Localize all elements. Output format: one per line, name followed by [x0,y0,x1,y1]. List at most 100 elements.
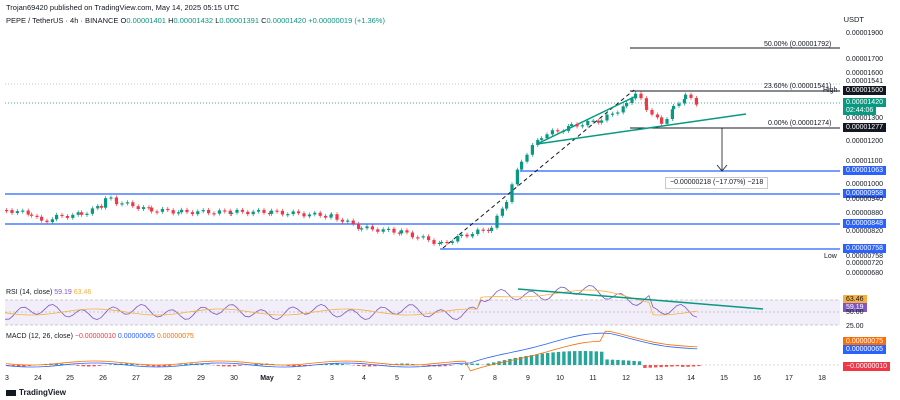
macd-bar [178,364,183,365]
time-axis-label: 7 [460,375,464,382]
high-tag: High [823,87,838,94]
macd-bar [524,356,528,365]
macd-bar [216,365,220,366]
candle [185,209,189,213]
candle [545,134,549,139]
open-value: 0.00001401 [126,16,166,25]
macd-bar [124,363,129,365]
logo-icon [6,389,16,396]
macd-bar [573,351,577,365]
macd-bar [583,351,588,365]
fib-trend-dashed-line [442,89,635,249]
macd-bar [600,351,604,365]
price-label: 0.00001700 [846,56,883,63]
time-axis-label: 17 [785,375,793,382]
time-axis-label: 30 [230,375,238,382]
fib-236-label: 23.60% (0.00001541) [764,83,832,90]
candle [240,209,244,212]
price-badge-1063: 0.00001063 [843,166,886,175]
macd-bar [627,360,631,365]
currency-label[interactable]: USDT [843,15,864,24]
price-badge-958: 0.00000958 [843,189,886,198]
time-axis-label: 5 [395,375,399,382]
rsi-label: RSI (14, close) [6,289,53,296]
candle [171,210,175,214]
candle [476,229,480,235]
macd-bar [556,351,561,365]
candle [410,232,414,238]
price-label: 0.00001600 [846,70,883,77]
candle [392,228,396,233]
time-axis-label: 14 [687,375,695,382]
candle [450,241,454,243]
price-label: 0.00001100 [846,158,883,165]
candle [190,212,194,215]
high-label: H [168,16,174,25]
candle [125,202,129,204]
candle [297,211,301,214]
candle [302,213,306,217]
rsi-badge-bottom: 59.19 [843,303,867,312]
candlestick-series [5,91,698,247]
macd-bar [357,365,361,366]
candle [330,214,334,216]
candle [630,98,634,104]
candle [313,212,317,215]
signal-value: 0.00000075 [156,333,194,340]
macd-bar [362,365,366,367]
macd-bar [438,365,442,367]
change-value: +0.00000019 (+1.36%) [308,16,385,25]
candle [684,94,688,100]
time-axis-label: 13 [655,375,663,382]
candle [275,210,279,212]
rsi-level-50: 50.00 [846,309,864,316]
candle [470,234,474,237]
candle [217,210,221,214]
fib-50-label: 50.00% (0.00001792) [764,41,832,48]
candle [357,223,361,229]
macd-bar [286,365,291,366]
macd-bar [610,359,615,365]
macd-bar [513,357,517,365]
time-axis-label: 25 [66,375,74,382]
rsi-badge-top: 63.46 [843,295,867,304]
candle [280,210,284,215]
candle [291,211,295,215]
macd-bar [76,365,80,366]
time-axis-label: May [260,375,274,382]
candle [65,216,69,218]
candle [131,202,135,207]
time-axis-label: 18 [818,375,826,382]
symbol-ohlc-row: PEPE / TetherUS · 4h · BINANCE O0.000014… [6,16,385,25]
macd-badge-a: 0.00000075 [843,337,886,346]
candle [318,212,322,216]
macd-histogram [6,351,701,368]
price-label: 0.00001300 [846,115,883,122]
price-badge-848: 0.00000848 [843,219,886,228]
macd-bar [60,363,64,365]
candle [487,229,491,232]
candle [80,212,84,215]
time-axis-label: 24 [34,375,42,382]
low-value: 0.00000758 [846,253,883,260]
triangle-upper-line [536,96,635,145]
candle [670,109,674,119]
candle [427,236,431,241]
price-label: 0.00000940 [846,196,883,203]
time-axis-label: 27 [132,375,140,382]
candle [109,197,113,199]
macd-bar [459,364,463,365]
macd-bar [519,356,523,365]
macd-bar [632,360,636,365]
candle [570,124,574,127]
macd-bar [135,364,139,365]
macd-bar [594,351,598,365]
candle [515,169,519,185]
candle [440,241,444,244]
macd-bar [108,364,112,365]
price-label: 0.00001900 [846,30,883,37]
macd-bar [81,365,85,367]
candle [335,214,339,220]
price-label: 0.00000680 [846,270,883,277]
